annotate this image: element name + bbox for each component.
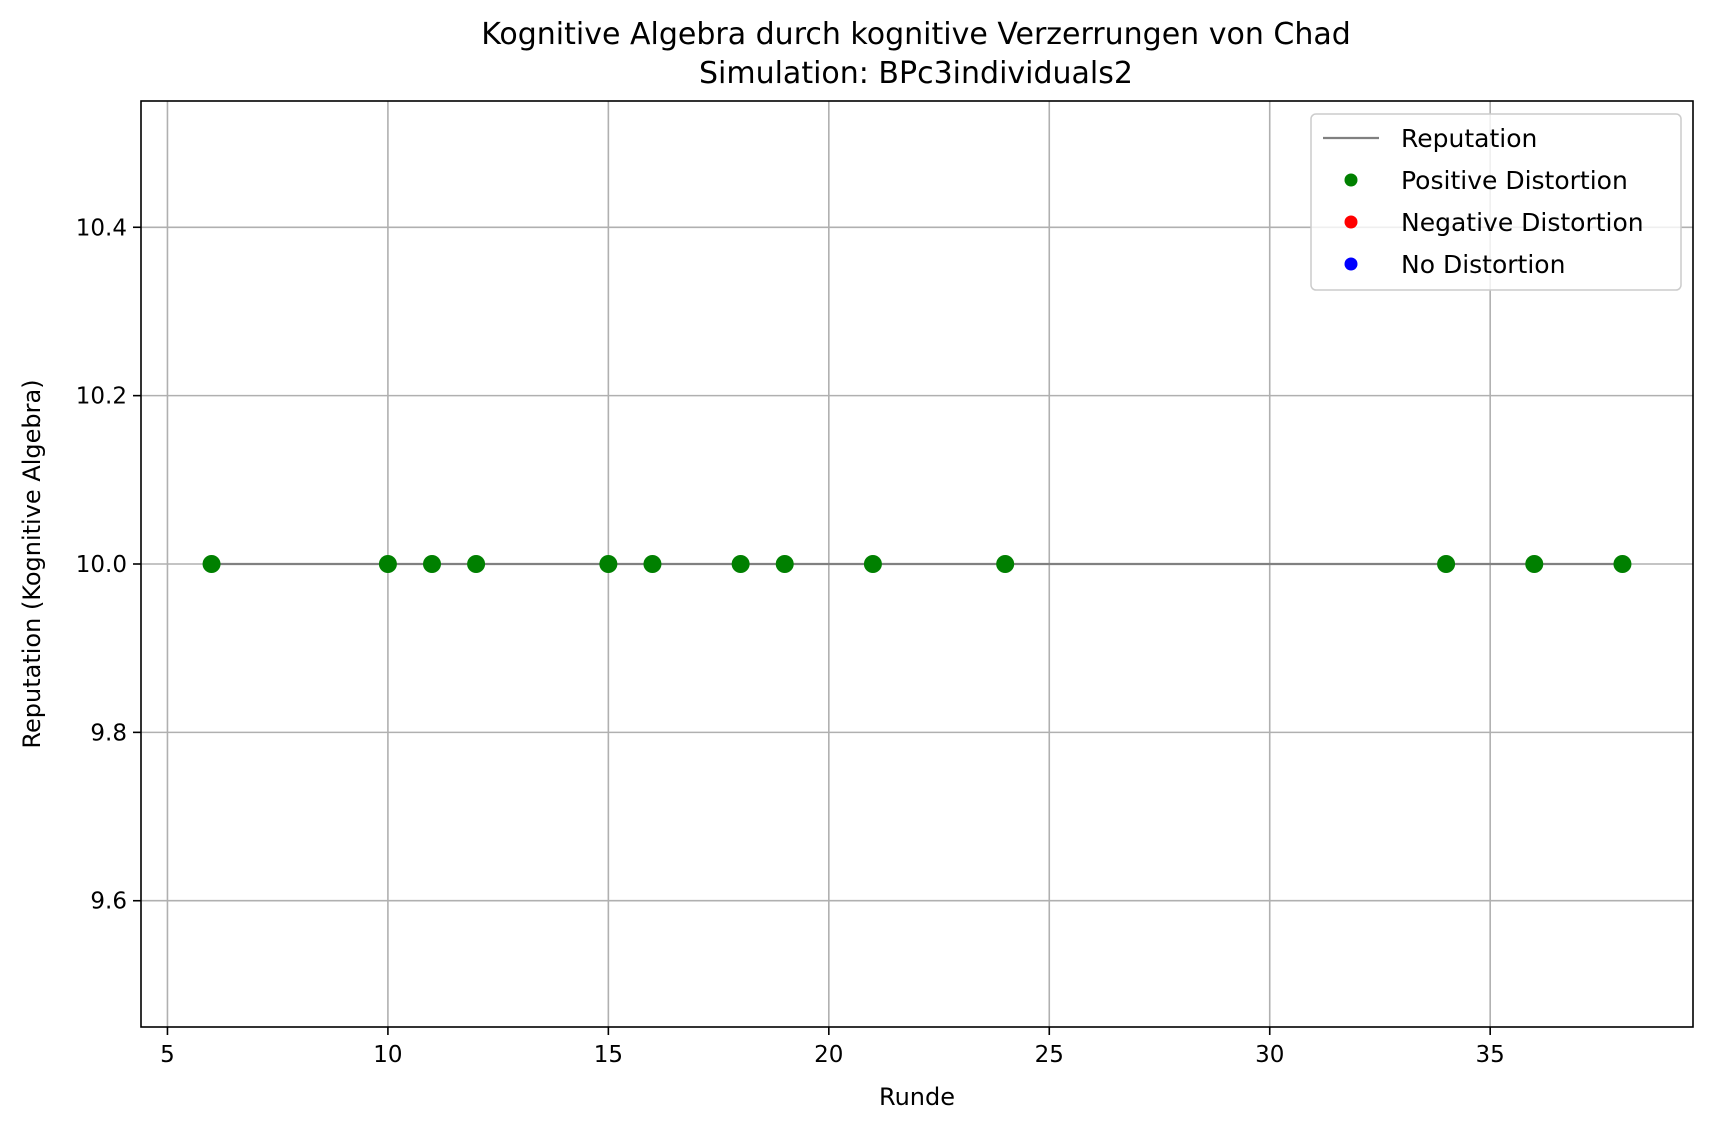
- positive-distortion-point: [467, 555, 486, 573]
- y-tick-label: 10.2: [76, 384, 127, 410]
- legend: Reputation Positive Distortion Negative Di…: [1310, 113, 1682, 291]
- legend-marker-swatch: [1344, 257, 1358, 271]
- y-axis: 9.6 9.8 10.0 10.2 10.4: [76, 215, 141, 915]
- y-tick-label: 9.6: [90, 889, 127, 915]
- legend-label: No Distortion: [1401, 250, 1565, 279]
- positive-distortion-point: [378, 555, 397, 573]
- positive-distortion-point: [1437, 555, 1456, 573]
- positive-distortion-point: [996, 555, 1015, 573]
- legend-box: [1310, 113, 1682, 291]
- positive-distortion-point: [599, 555, 618, 573]
- y-tick-label: 10.4: [76, 215, 127, 241]
- positive-distortion-point: [775, 555, 794, 573]
- positive-distortion-point: [1525, 555, 1544, 573]
- x-tick-label: 15: [594, 1042, 623, 1068]
- legend-marker-swatch: [1344, 173, 1358, 187]
- x-tick-label: 25: [1035, 1042, 1064, 1068]
- x-tick-label: 20: [814, 1042, 843, 1068]
- x-tick-label: 30: [1255, 1042, 1284, 1068]
- positive-distortion-point: [863, 555, 882, 573]
- x-axis: 5 10 15 20 25 30 35: [160, 1027, 1505, 1068]
- x-tick-label: 35: [1476, 1042, 1505, 1068]
- y-axis-label: Reputation (Kognitive Algebra): [18, 379, 46, 748]
- legend-marker-swatch: [1344, 215, 1358, 229]
- x-tick-label: 10: [373, 1042, 402, 1068]
- x-axis-label: Runde: [879, 1083, 955, 1111]
- positive-distortion-point: [423, 555, 441, 573]
- series-group: [202, 555, 1632, 573]
- legend-label: Positive Distortion: [1401, 166, 1628, 195]
- positive-distortion-point: [1613, 555, 1632, 573]
- legend-label: Reputation: [1401, 124, 1537, 153]
- y-tick-label: 9.8: [90, 720, 127, 746]
- chart-subtitle: Simulation: BPc3individuals2: [699, 56, 1133, 91]
- legend-label: Negative Distortion: [1401, 208, 1644, 237]
- chart-title: Kognitive Algebra durch kognitive Verzer…: [481, 17, 1351, 52]
- positive-distortion-point: [731, 555, 750, 573]
- x-tick-label: 5: [160, 1042, 175, 1068]
- positive-distortion-point: [643, 555, 662, 573]
- positive-distortion-point: [202, 555, 221, 573]
- y-tick-label: 10.0: [76, 552, 127, 578]
